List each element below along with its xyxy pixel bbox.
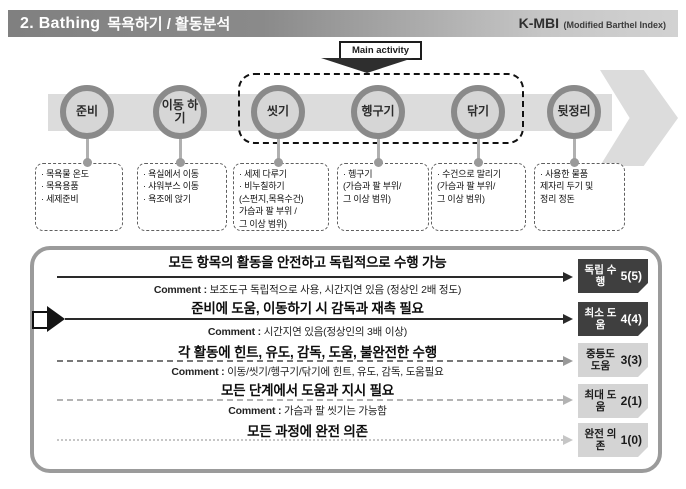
level-comment-4: Comment : 시간지연 있음(정상인의 3배 이상): [45, 324, 570, 339]
step-circle-prep: 준비: [60, 85, 114, 139]
connector-line: [86, 139, 89, 163]
note-line: · 욕실에서 이동: [143, 169, 199, 179]
comment-label: Comment :: [171, 366, 225, 378]
level-title-5: 모든 항목의 활동을 안전하고 독립적으로 수행 가능: [168, 255, 447, 270]
note-box-rinse: · 헹구기 (가슴과 팔 부위/ 그 이상 범위): [337, 163, 429, 231]
step-circle-move: 이동 하기: [153, 85, 207, 139]
level-line-3: [57, 360, 563, 362]
badge-independent: 독립 수행 5(5): [578, 259, 648, 293]
level-comment-5: Comment : 보조도구 독립적으로 사용, 시간지연 있음 (정상인 2배…: [45, 282, 570, 297]
note-line: · 수건으로 말리기: [437, 169, 501, 179]
badge-total-dependence: 완전 의존 1(0): [578, 423, 648, 457]
comment-text: 시간지연 있음(정상인의 3배 이상): [263, 326, 408, 338]
note-line: · 목욕물 온도: [41, 169, 89, 179]
step-circle-cleanup: 뒷정리: [547, 85, 601, 139]
connector-line: [477, 139, 480, 163]
header-bar: 2. Bathing 목욕하기 / 활동분석 K-MBI (Modified B…: [8, 10, 678, 37]
level-line-2: [57, 399, 563, 401]
connector-line: [179, 139, 182, 163]
note-line: 그 이상 범위): [343, 193, 391, 204]
badge-maximal-help: 최대 도움 2(1): [578, 384, 648, 418]
connector-dot-icon: [374, 158, 383, 167]
note-box-cleanup: · 사용한 물품 제자리 두기 및 정리 정돈: [534, 163, 625, 231]
kmbi-label: K-MBI (Modified Barthel Index): [519, 15, 666, 33]
assessment-panel: [30, 246, 662, 473]
note-line: · 목욕용품: [41, 181, 79, 192]
note-box-prep: · 목욕물 온도 · 목욕용품 · 세제준비: [35, 163, 123, 231]
connector-dot-icon: [570, 158, 579, 167]
note-line: 제자리 두기 및: [540, 181, 594, 192]
note-line: · 사용한 물품: [540, 169, 588, 179]
down-arrow-icon: [321, 58, 413, 73]
connector-dot-icon: [474, 158, 483, 167]
page-title-ko: 목욕하기 / 활동분석: [107, 16, 231, 33]
step-circle-dry: 닦기: [451, 85, 505, 139]
kmbi-title: K-MBI: [518, 14, 560, 31]
connector-dot-icon: [274, 158, 283, 167]
arrowhead-icon: [563, 272, 573, 282]
note-line: 그 이상 범위): [437, 193, 485, 204]
note-line: · 세제 다루기: [239, 169, 287, 179]
note-line: · 샤워부스 이동: [143, 181, 199, 192]
note-line: 가슴과 팔 부위 /: [239, 206, 297, 217]
note-line: 정리 정돈: [540, 193, 575, 204]
flow-band: [48, 94, 612, 131]
level-line-1: [57, 439, 563, 441]
level-title-1: 모든 과정에 완전 의존: [247, 424, 368, 439]
note-line: · 헹구기: [343, 169, 373, 179]
note-box-move: · 욕실에서 이동 · 샤워부스 이동 · 욕조에 앉기: [137, 163, 227, 231]
level-title-3: 각 활동에 힌트, 유도, 감독, 도움, 불완전한 수행: [177, 345, 438, 360]
connector-dot-icon: [83, 158, 92, 167]
step-circle-wash: 씻기: [251, 85, 305, 139]
note-line: (가슴과 팔 부위/: [437, 181, 496, 192]
page-title-en: 2. Bathing: [20, 14, 101, 32]
level-line-4: [65, 318, 563, 320]
note-box-wash: · 세제 다루기 · 비누칠하기 (스펀지,목욕수건) 가슴과 팔 부위 / 그…: [233, 163, 329, 231]
connector-dot-icon: [176, 158, 185, 167]
level-line-5: [57, 276, 563, 278]
level-comment-2: Comment : 가슴과 팔 씻기는 가능함: [45, 403, 570, 418]
comment-label: Comment :: [207, 326, 261, 338]
comment-text: 이동/씻기/헹구기/닦기에 힌트, 유도, 감독, 도움필요: [227, 366, 444, 378]
note-line: (스펀지,목욕수건): [239, 193, 304, 204]
main-activity-group-box: [238, 73, 524, 144]
current-level-marker-arrow-icon: [47, 306, 65, 332]
comment-text: 가슴과 팔 씻기는 가능함: [284, 405, 387, 417]
note-box-dry: · 수건으로 말리기 (가슴과 팔 부위/ 그 이상 범위): [431, 163, 526, 231]
step-circle-rinse: 헹구기: [351, 85, 405, 139]
main-activity-label: Main activity: [339, 41, 422, 60]
connector-line: [377, 139, 380, 163]
note-line: · 비누칠하기: [239, 181, 285, 192]
arrowhead-icon: [563, 395, 573, 405]
note-line: · 세제준비: [41, 193, 79, 204]
connector-line: [573, 139, 576, 163]
arrowhead-icon: [563, 356, 573, 366]
connector-line: [277, 139, 280, 163]
badge-minimal-help: 최소 도움 4(4): [578, 302, 648, 336]
level-comment-3: Comment : 이동/씻기/헹구기/닦기에 힌트, 유도, 감독, 도움필요: [45, 364, 570, 379]
arrowhead-icon: [563, 435, 573, 445]
note-line: 그 이상 범위): [239, 218, 287, 229]
level-title-4: 준비에 도움, 이동하기 시 감독과 재촉 필요: [191, 301, 424, 316]
arrowhead-icon: [563, 314, 573, 324]
kmbi-subtitle: (Modified Barthel Index): [563, 19, 666, 30]
level-title-2: 모든 단계에서 도움과 지시 필요: [220, 383, 395, 398]
note-line: (가슴과 팔 부위/: [343, 181, 402, 192]
comment-label: Comment :: [153, 284, 207, 296]
comment-text: 보조도구 독립적으로 사용, 시간지연 있음 (정상인 2배 정도): [209, 284, 462, 296]
badge-moderate-help: 중등도 도움 3(3): [578, 343, 648, 377]
comment-label: Comment :: [228, 405, 282, 417]
note-line: · 욕조에 앉기: [143, 193, 191, 204]
